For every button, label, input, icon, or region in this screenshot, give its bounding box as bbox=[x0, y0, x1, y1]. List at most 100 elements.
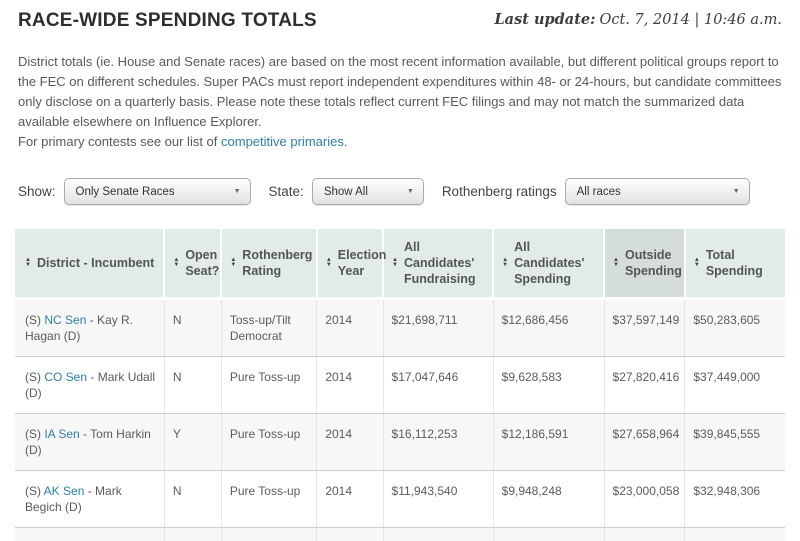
open-seat-cell: N bbox=[163, 356, 222, 414]
total-spending-cell: $39,845,555 bbox=[684, 413, 785, 471]
table-row: (S) AK Sen - Mark Begich (D) N Pure Toss… bbox=[15, 470, 785, 528]
total-spending-cell: $50,283,605 bbox=[684, 298, 785, 357]
spending-table: ▲ ▼ District - Incumbent ▲ ▼ Open Seat? ▲ ▼ Ro… bbox=[15, 229, 785, 541]
total-spending-cell: $32,948,306 bbox=[684, 470, 785, 528]
sort-icon: ▲ ▼ bbox=[613, 257, 619, 268]
column-header-label: Rothenberg Rating bbox=[242, 248, 313, 278]
district-cell: (S) IA Sen - Tom Harkin (D) bbox=[15, 413, 165, 471]
fundraising-cell: $30,689,466 bbox=[382, 527, 494, 541]
last-update-label: Last update: bbox=[494, 11, 596, 28]
district-link[interactable]: NC Sen bbox=[44, 313, 87, 327]
column-header-label: District - Incumbent bbox=[36, 256, 155, 270]
spending-cell: $12,186,591 bbox=[492, 413, 605, 471]
table-row: (S) IA Sen - Tom Harkin (D) Y Pure Toss-… bbox=[15, 413, 785, 471]
column-header-label: All Candidates' Fundraising bbox=[403, 240, 476, 286]
fundraising-cell: $11,943,540 bbox=[382, 470, 494, 528]
fundraising-cell: $21,698,711 bbox=[382, 298, 494, 357]
sort-icon: ▲ ▼ bbox=[502, 257, 509, 268]
outside-spending-cell: $37,597,149 bbox=[603, 298, 685, 357]
table-row: (S) CO Sen - Mark Udall (D) N Pure Toss-… bbox=[15, 356, 785, 414]
spending-cell: $9,628,583 bbox=[492, 356, 605, 414]
rating-cell: Pure Toss-up bbox=[220, 470, 317, 528]
sort-icon: ▲ ▼ bbox=[325, 257, 332, 268]
chevron-down-icon: ▼ bbox=[233, 188, 241, 195]
intro-text: District totals (ie. House and Senate ra… bbox=[18, 52, 782, 152]
fundraising-cell: $17,047,646 bbox=[382, 356, 494, 414]
column-header-label: All Candidates' Spending bbox=[514, 240, 585, 286]
year-cell: 2014 bbox=[316, 356, 384, 414]
column-header-rating[interactable]: ▲ ▼ Rothenberg Rating bbox=[220, 229, 317, 300]
total-spending-cell: $44,830,574 bbox=[684, 527, 785, 541]
district-cell: (S) NC Sen - Kay R. Hagan (D) bbox=[15, 298, 165, 357]
chevron-down-icon: ▼ bbox=[732, 188, 740, 195]
table-row: (S) KY Sen - Mitch McConnell (R) N Lean … bbox=[15, 527, 785, 541]
chevron-down-icon: ▼ bbox=[406, 188, 414, 195]
primary-note-prefix: For primary contests see our list of bbox=[18, 134, 222, 149]
spending-cell: $22,147,999 bbox=[492, 527, 605, 541]
year-cell: 2014 bbox=[316, 298, 384, 357]
sort-icon: ▲ ▼ bbox=[173, 257, 180, 268]
incumbent-name: - Mark Udall (D) bbox=[25, 370, 156, 400]
open-seat-cell: N bbox=[163, 470, 222, 528]
state-filter-select[interactable]: Show All ▼ bbox=[311, 178, 424, 205]
outside-spending-cell: $27,658,964 bbox=[603, 413, 685, 471]
show-filter-value: Only Senate Races bbox=[75, 185, 175, 198]
district-link[interactable]: CO Sen bbox=[44, 370, 88, 384]
rothenberg-filter-value: All races bbox=[576, 185, 621, 198]
column-header-outside-spending[interactable]: ▲ ▼ Outside Spending bbox=[603, 229, 685, 300]
incumbent-name: - Mark Begich (D) bbox=[25, 484, 122, 514]
spending-cell: $12,686,456 bbox=[492, 298, 605, 357]
column-header-spending[interactable]: ▲ ▼ All Candidates' Spending bbox=[492, 229, 605, 300]
column-header-label: Outside Spending bbox=[624, 248, 682, 278]
sort-icon: ▲ ▼ bbox=[693, 257, 700, 268]
outside-spending-cell: $27,820,416 bbox=[603, 356, 685, 414]
last-update-value: Oct. 7, 2014 | 10:46 a.m. bbox=[599, 12, 782, 28]
district-prefix: (S) bbox=[25, 484, 44, 498]
rating-cell: Toss-up/Tilt Democrat bbox=[220, 298, 317, 357]
rothenberg-filter-select[interactable]: All races ▼ bbox=[564, 178, 750, 205]
show-filter-select[interactable]: Only Senate Races ▼ bbox=[63, 178, 251, 205]
intro-description: District totals (ie. House and Senate ra… bbox=[18, 54, 782, 129]
column-header-year[interactable]: ▲ ▼ Election Year bbox=[315, 229, 386, 300]
sort-icon: ▲ ▼ bbox=[25, 257, 31, 268]
open-seat-cell: Y bbox=[163, 413, 222, 471]
fundraising-cell: $16,112,253 bbox=[382, 413, 494, 471]
incumbent-name: - Tom Harkin (D) bbox=[25, 427, 151, 457]
column-header-label: Election Year bbox=[337, 248, 387, 278]
sort-icon: ▲ ▼ bbox=[230, 257, 237, 268]
last-update: Last update: Oct. 7, 2014 | 10:46 a.m. bbox=[494, 11, 782, 28]
open-seat-cell: N bbox=[163, 527, 222, 541]
page-title: RACE-WIDE SPENDING TOTALS bbox=[18, 10, 317, 31]
outside-spending-cell: $22,682,575 bbox=[603, 527, 685, 541]
district-cell: (S) KY Sen - Mitch McConnell (R) bbox=[15, 527, 165, 541]
column-header-label: Open Seat? bbox=[185, 248, 220, 278]
table-header-row: ▲ ▼ District - Incumbent ▲ ▼ Open Seat? ▲ ▼ Ro… bbox=[15, 229, 785, 300]
district-prefix: (S) bbox=[25, 370, 45, 384]
total-spending-cell: $37,449,000 bbox=[684, 356, 785, 414]
district-link[interactable]: IA Sen bbox=[44, 427, 80, 441]
year-cell: 2014 bbox=[316, 527, 384, 541]
filter-bar: Show: Only Senate Races ▼ State: Show Al… bbox=[18, 178, 785, 205]
district-prefix: (S) bbox=[25, 313, 45, 327]
state-filter-value: Show All bbox=[323, 185, 368, 198]
column-header-district[interactable]: ▲ ▼ District - Incumbent bbox=[15, 229, 165, 300]
district-prefix: (S) bbox=[25, 427, 45, 441]
column-header-total-spending[interactable]: ▲ ▼ Total Spending bbox=[683, 229, 785, 300]
state-filter-label: State: bbox=[268, 184, 304, 199]
year-cell: 2014 bbox=[316, 470, 384, 528]
column-header-label: Total Spending bbox=[705, 248, 763, 278]
primary-note: For primary contests see our list of com… bbox=[18, 132, 782, 152]
sort-icon: ▲ ▼ bbox=[392, 257, 398, 268]
column-header-open-seat[interactable]: ▲ ▼ Open Seat? bbox=[163, 229, 222, 300]
table-row: (S) NC Sen - Kay R. Hagan (D) N Toss-up/… bbox=[15, 298, 785, 357]
rothenberg-filter-label: Rothenberg ratings bbox=[441, 184, 557, 199]
rating-cell: Pure Toss-up bbox=[220, 356, 317, 414]
competitive-primaries-link[interactable]: competitive primaries. bbox=[221, 134, 348, 149]
incumbent-name: - Kay R. Hagan (D) bbox=[25, 313, 134, 343]
district-link[interactable]: AK Sen bbox=[43, 484, 85, 498]
column-header-fundraising[interactable]: ▲ ▼ All Candidates' Fundraising bbox=[382, 229, 494, 300]
district-cell: (S) CO Sen - Mark Udall (D) bbox=[15, 356, 165, 414]
rating-cell: Lean Republican bbox=[220, 527, 317, 541]
show-filter-label: Show: bbox=[18, 184, 56, 199]
